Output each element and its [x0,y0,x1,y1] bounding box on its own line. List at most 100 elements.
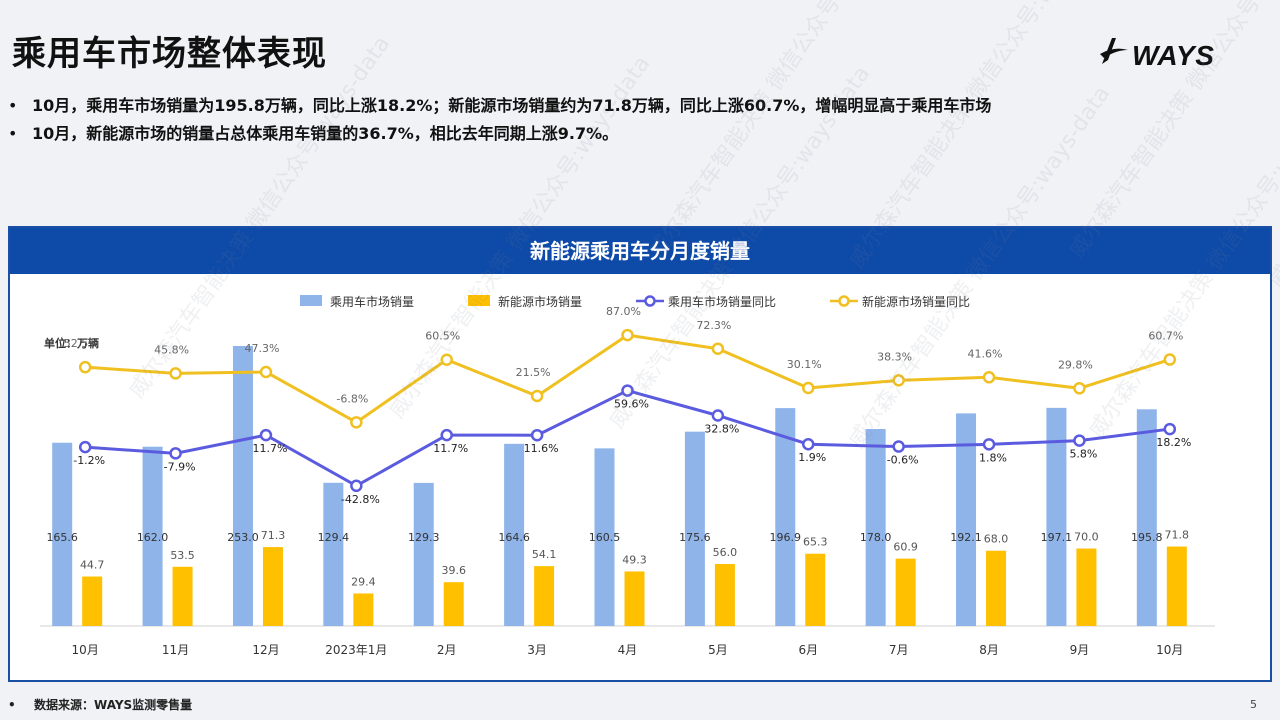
line-data-label: 5.8% [1069,448,1097,461]
unit-label: 单位：万辆 [44,336,99,350]
bar-nev-label: 54.1 [532,548,557,561]
x-tick-label: 4月 [618,643,638,657]
line-point [440,353,453,366]
bar-total [775,408,796,626]
line-data-label: -0.6% [887,454,919,467]
line-point [169,367,182,380]
legend-swatch [300,295,322,306]
line-data-label: 32.8% [704,422,739,435]
bar-nev [714,564,735,626]
bar-nev [353,593,374,626]
line-data-label: 18.2% [1156,436,1191,449]
x-tick-label: 6月 [798,643,818,657]
x-tick-label: 10月 [1156,643,1183,657]
line-point [530,428,544,442]
x-tick-label: 5月 [708,643,728,657]
bar-nev [895,558,916,626]
bar-nev [805,553,826,626]
bar-total [1046,407,1067,626]
line-point [892,440,905,453]
chart-panel: 新能源乘用车分月度销量 单位：万辆 乘用车市场销量 新能源市场销量 乘用车市场销量同比… [8,226,1272,682]
bullet-dot: • [8,124,18,143]
line-data-label: 72.3% [696,319,731,332]
bar-total-label: 175.6 [679,531,711,544]
line-data-label: -42.8% [341,493,380,506]
bar-total-label: 164.6 [498,531,530,544]
line-point [711,342,725,356]
summary-bullets: • 10月，乘用车市场销量为195.8万辆，同比上涨18.2%；新能源市场销量约为… [8,92,991,148]
line-data-label: 21.5% [516,366,551,379]
line-point [350,479,363,493]
line-point [259,365,273,379]
line-point [1163,353,1177,366]
bar-total [684,431,705,626]
page-title: 乘用车市场整体表现 [12,34,327,74]
bar-nev [443,582,464,626]
line-data-label: -6.8% [336,392,368,405]
bar-total-label: 197.1 [1041,531,1073,544]
bar-total-label: 129.4 [318,531,350,544]
line-point [530,389,544,403]
line-data-label: 60.5% [425,330,460,343]
line-point [440,428,453,442]
bar-nev-label: 53.5 [170,549,195,562]
line-data-label: 38.3% [877,350,912,363]
bar-nev [82,576,103,626]
bullet-dot: • [8,96,18,115]
bar-total [323,482,344,626]
bar-nev-label: 49.3 [622,553,647,566]
bar-nev [1076,548,1097,626]
ways-logo-icon [1100,38,1128,64]
line-point [802,381,815,395]
x-tick-label: 2月 [437,643,457,657]
legend-label: 新能源市场销量同比 [862,294,970,309]
bar-total-label: 196.9 [770,531,802,544]
line-point [621,384,634,397]
line-data-label: 30.1% [787,358,822,371]
legend-label: 新能源市场销量 [498,294,582,309]
x-tick-label: 3月 [527,643,547,657]
bar-nev [1166,546,1187,626]
bar-nev-label: 71.8 [1165,529,1190,542]
line-point [982,438,996,451]
bar-nev [172,566,193,626]
x-tick-label: 7月 [889,643,909,657]
line-data-label: 52.5% [64,337,99,350]
bar-nev-label: 60.9 [893,541,918,554]
bar-nev-label: 65.3 [803,536,828,549]
bar-nev-label: 71.3 [261,529,286,542]
footer-dot: • [8,698,16,712]
bar-nev [262,547,283,626]
bar-total [1136,409,1157,626]
line-point [802,437,815,451]
line-point [350,416,363,429]
bar-total [504,443,525,626]
line-point [1073,434,1086,447]
x-tick-label: 11月 [162,643,189,657]
line-point [621,328,634,342]
chart-svg: 单位：万辆 乘用车市场销量 新能源市场销量 乘用车市场销量同比 新能源市场销量同比 165… [40,294,1215,657]
bullet-text: 10月，乘用车市场销量为195.8万辆，同比上涨18.2%；新能源市场销量约为7… [32,96,992,115]
x-tick-label: 8月 [979,643,999,657]
bar-nev-label: 39.6 [441,564,466,577]
line-point [78,440,92,454]
bar-total-label: 253.0 [227,531,259,544]
line-data-label: 29.8% [1058,358,1093,371]
legend-marker [838,295,850,307]
data-source-text: 数据来源：WAYS监测零售量 [34,698,193,712]
line-point [1073,382,1086,395]
bullet-item: • 10月，新能源市场的销量占总体乘用车销量的36.7%，相比去年同期上涨9.7%… [8,120,991,148]
line-data-label: 11.6% [524,442,559,455]
bar-total [232,346,253,626]
bar-total [594,448,615,626]
line-data-label: 59.6% [614,398,649,411]
legend-marker [644,295,656,307]
bar-total-label: 129.3 [408,531,440,544]
line-data-label: 47.3% [244,342,279,355]
x-tick-label: 2023年1月 [325,643,387,657]
x-tick-label: 9月 [1070,643,1090,657]
line-data-label: 45.8% [154,343,189,356]
bar-nev [534,566,555,626]
data-source: • 数据来源：WAYS监测零售量 [8,696,192,713]
bar-total-label: 165.6 [46,531,78,544]
